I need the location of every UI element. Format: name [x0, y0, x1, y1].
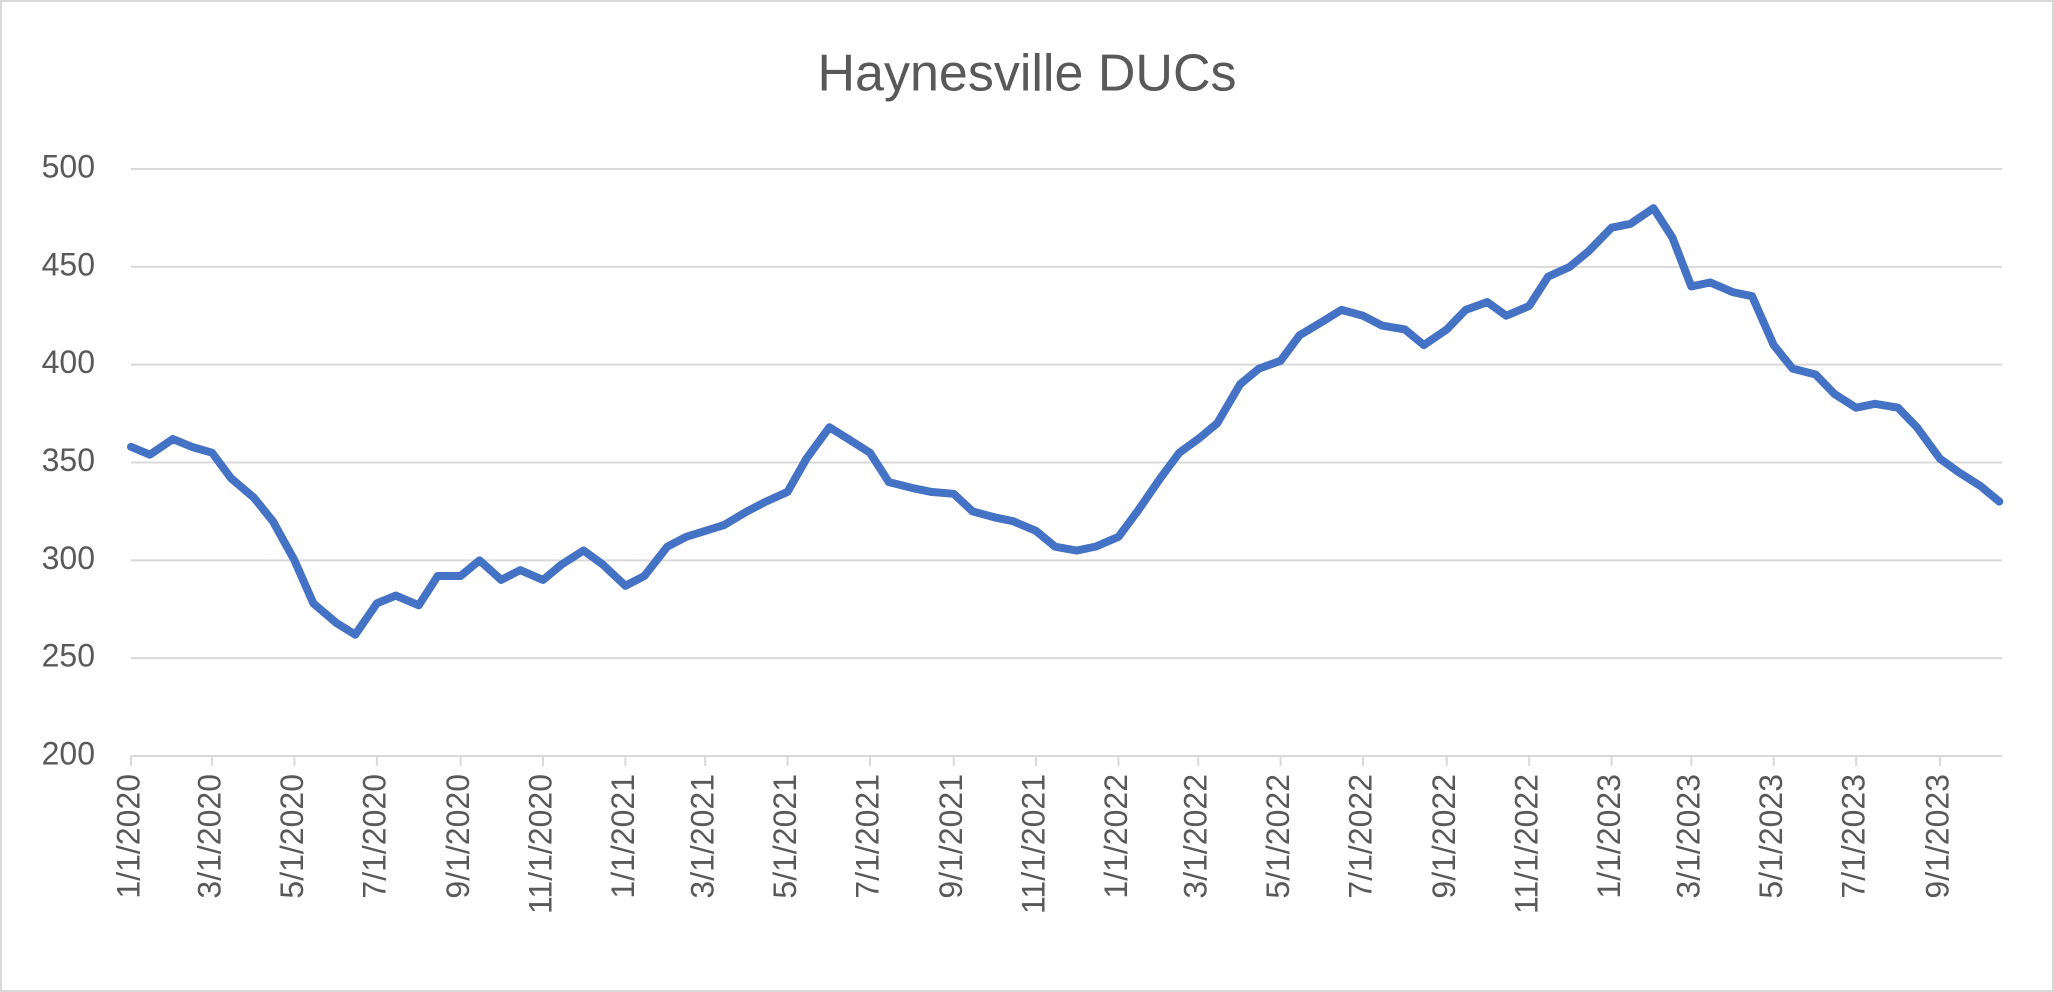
x-tick-label: 11/1/2021 — [1016, 774, 1052, 914]
x-tick-label: 5/1/2021 — [767, 774, 803, 899]
x-tick-label: 11/1/2020 — [522, 774, 558, 914]
x-tick-label: 1/1/2021 — [605, 774, 641, 899]
x-tick-label: 7/1/2022 — [1342, 774, 1378, 899]
x-tick-label: 9/1/2022 — [1426, 774, 1462, 899]
x-tick-label: 3/1/2021 — [685, 774, 721, 899]
y-tick-label: 200 — [42, 735, 95, 771]
x-tick-label: 3/1/2022 — [1178, 774, 1214, 899]
x-tick-label: 3/1/2023 — [1671, 774, 1707, 899]
y-tick-label: 450 — [42, 246, 95, 282]
data-line — [127, 204, 2004, 639]
x-tick-label: 9/1/2021 — [933, 774, 969, 899]
chart-title: Haynesville DUCs — [818, 45, 1237, 103]
x-tick-label: 9/1/2020 — [440, 774, 476, 899]
x-tick-label: 11/1/2022 — [1509, 774, 1545, 914]
x-tick-label: 1/1/2022 — [1098, 774, 1134, 899]
x-tick-label: 1/1/2020 — [110, 774, 146, 899]
x-tick-label: 5/1/2023 — [1753, 774, 1789, 899]
x-tick-label: 7/1/2020 — [356, 774, 392, 899]
y-tick-label: 250 — [42, 638, 95, 674]
x-tick-label: 5/1/2020 — [274, 774, 310, 899]
x-tick-label: 5/1/2022 — [1260, 774, 1296, 899]
x-tick-label: 3/1/2020 — [192, 774, 228, 899]
y-tick-label: 300 — [42, 540, 95, 576]
x-tick-label: 7/1/2023 — [1836, 774, 1872, 899]
x-tick-label: 7/1/2021 — [849, 774, 885, 899]
y-tick-label: 500 — [42, 148, 95, 184]
y-tick-label: 400 — [42, 344, 95, 380]
x-tick-label: 9/1/2023 — [1919, 774, 1955, 899]
y-tick-label: 350 — [42, 442, 95, 478]
x-tick-label: 1/1/2023 — [1591, 774, 1627, 899]
